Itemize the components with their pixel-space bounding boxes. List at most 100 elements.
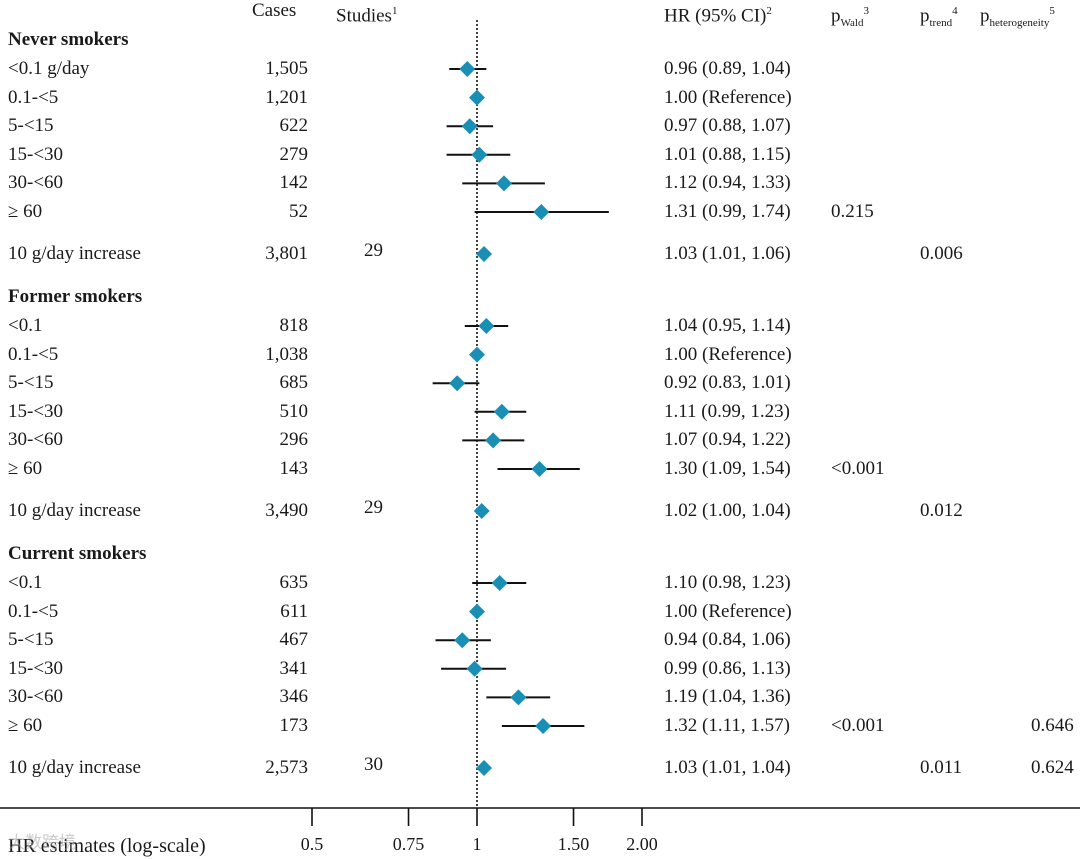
- hr-marker: [491, 575, 508, 591]
- hr-marker: [469, 603, 485, 620]
- row-p-wald: 0.215: [831, 201, 874, 222]
- row-hr-ci: 0.92 (0.83, 1.01): [664, 372, 791, 394]
- row-hr-ci: 1.07 (0.94, 1.22): [664, 429, 791, 451]
- hr-marker: [535, 718, 552, 734]
- row-p-wald: <0.001: [831, 458, 885, 479]
- row-label: <0.1 g/day: [8, 58, 90, 79]
- row-cases: 622: [279, 115, 309, 137]
- hr-marker: [459, 61, 476, 77]
- row-cases: 142: [279, 172, 309, 194]
- row-label: 5-<15: [8, 115, 54, 137]
- row-hr-ci: 1.03 (1.01, 1.06): [664, 243, 791, 264]
- row-hr-ci: 1.11 (0.99, 1.23): [664, 400, 790, 422]
- row-cases: 1,038: [265, 343, 308, 365]
- row-cases: 685: [279, 372, 309, 394]
- row-cases: 510: [279, 400, 309, 422]
- row-label: 0.1-<5: [8, 600, 59, 622]
- x-axis-tick-label: 1: [472, 834, 482, 854]
- row-studies: 29: [364, 240, 383, 261]
- header-hr-ci: HR (95% CI)2: [664, 5, 772, 27]
- row-cases: 2,573: [265, 757, 308, 778]
- row-cases: 611: [280, 600, 308, 622]
- group-title: Current smokers: [8, 543, 147, 564]
- row-label: ≥ 60: [8, 201, 43, 222]
- hr-marker: [495, 175, 512, 192]
- hr-marker: [454, 632, 471, 649]
- hr-marker: [493, 403, 510, 420]
- row-cases: 173: [279, 715, 309, 736]
- row-label: 10 g/day increase: [8, 757, 141, 778]
- row-hr-ci: 1.10 (0.98, 1.23): [664, 572, 791, 593]
- row-studies: 30: [364, 754, 383, 775]
- row-label: 5-<15: [8, 372, 54, 394]
- row-label: ≥ 60: [8, 458, 43, 479]
- header-cases: Cases: [252, 0, 297, 21]
- row-hr-ci: 0.94 (0.84, 1.06): [664, 629, 791, 651]
- row-label: 10 g/day increase: [8, 500, 141, 521]
- x-axis-tick-label: 0.5: [300, 834, 324, 854]
- row-p-trend: 0.012: [920, 500, 963, 521]
- row-cases: 3,801: [265, 243, 308, 264]
- row-hr-ci: 1.02 (1.00, 1.04): [664, 500, 791, 521]
- row-cases: 52: [289, 201, 308, 222]
- row-cases: 1,505: [265, 58, 308, 79]
- hr-marker: [469, 346, 485, 363]
- row-hr-ci: 1.12 (0.94, 1.33): [664, 172, 791, 194]
- group-title: Never smokers: [8, 29, 129, 50]
- group-title: Former smokers: [8, 286, 143, 307]
- row-hr-ci: 1.31 (0.99, 1.74): [664, 201, 791, 222]
- row-hr-ci: 1.03 (1.01, 1.04): [664, 757, 791, 778]
- hr-marker: [449, 375, 466, 392]
- row-label: 0.1-<5: [8, 343, 59, 365]
- header-p-heterogeneity: pheterogeneity5: [980, 5, 1055, 30]
- row-hr-ci: 1.32 (1.11, 1.57): [664, 715, 790, 736]
- row-hr-ci: 0.99 (0.86, 1.13): [664, 657, 791, 679]
- row-p-trend: 0.011: [920, 757, 963, 778]
- row-hr-ci: 1.04 (0.95, 1.14): [664, 315, 791, 336]
- row-label: ≥ 60: [8, 715, 43, 736]
- row-label: 30-<60: [8, 429, 64, 451]
- row-p-wald: <0.001: [831, 715, 885, 736]
- row-label: 15-<30: [8, 657, 64, 679]
- hr-marker: [510, 689, 527, 706]
- row-label: <0.1: [8, 315, 43, 336]
- header-p-trend: ptrend4: [920, 5, 958, 30]
- hr-marker: [478, 318, 495, 334]
- row-hr-ci: 1.01 (0.88, 1.15): [664, 143, 791, 165]
- row-cases: 818: [279, 315, 309, 336]
- hr-marker: [476, 760, 493, 776]
- row-label: 0.1-<5: [8, 86, 59, 108]
- row-hr-ci: 0.97 (0.88, 1.07): [664, 115, 791, 137]
- x-axis-tick-label: 0.75: [392, 834, 425, 854]
- row-p-heterogeneity: 0.646: [1031, 715, 1074, 736]
- x-axis-title: HR estimates (log-scale): [8, 835, 206, 857]
- row-cases: 467: [279, 629, 309, 651]
- hr-marker: [485, 432, 502, 449]
- row-cases: 346: [279, 686, 309, 708]
- hr-marker: [461, 118, 478, 135]
- row-cases: 143: [279, 458, 309, 479]
- row-hr-ci: 1.00 (Reference): [664, 600, 792, 622]
- row-cases: 296: [279, 429, 309, 451]
- row-hr-ci: 1.00 (Reference): [664, 86, 792, 108]
- row-label: 30-<60: [8, 686, 64, 708]
- x-axis-tick-label: 2.00: [626, 834, 658, 854]
- hr-marker: [476, 246, 493, 262]
- row-label: 5-<15: [8, 629, 54, 651]
- row-cases: 1,201: [265, 86, 308, 108]
- row-label: 15-<30: [8, 400, 64, 422]
- header-studies: Studies1: [336, 5, 398, 27]
- row-cases: 279: [279, 143, 309, 165]
- row-cases: 341: [279, 657, 309, 679]
- hr-marker: [473, 503, 490, 519]
- row-label: 10 g/day increase: [8, 243, 141, 264]
- hr-marker: [533, 204, 550, 220]
- x-axis-tick-label: 1.50: [557, 834, 590, 854]
- row-hr-ci: 1.00 (Reference): [664, 343, 792, 365]
- row-hr-ci: 0.96 (0.89, 1.04): [664, 58, 791, 79]
- row-hr-ci: 1.19 (1.04, 1.36): [664, 686, 791, 708]
- row-hr-ci: 1.30 (1.09, 1.54): [664, 458, 791, 479]
- row-cases: 635: [279, 572, 309, 593]
- hr-marker: [469, 89, 485, 106]
